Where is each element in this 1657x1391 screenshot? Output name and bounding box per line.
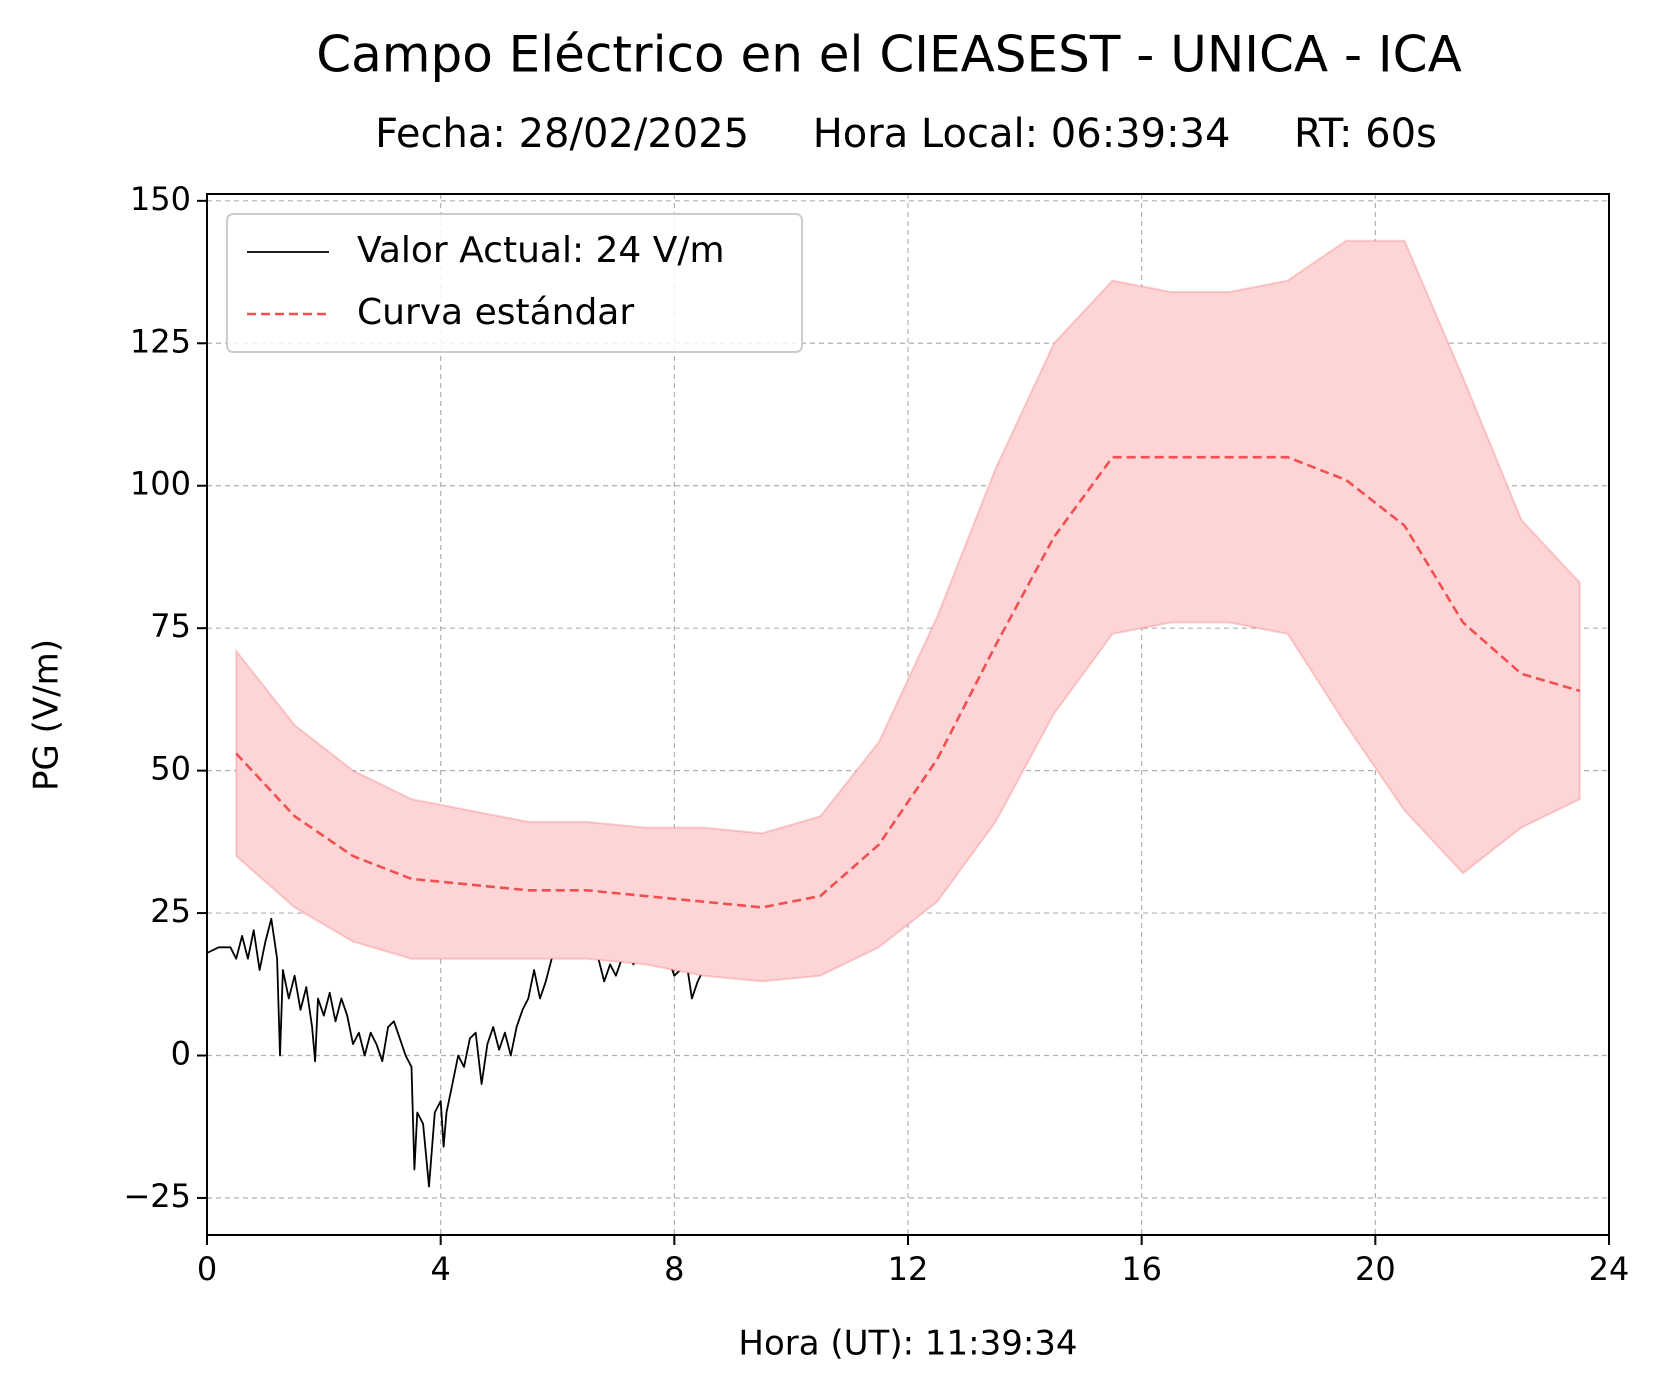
x-tick-label: 4 [430, 1250, 450, 1288]
x-tick-label: 12 [888, 1250, 929, 1288]
band [235, 239, 1581, 983]
y-tick-label: 0 [171, 1035, 191, 1073]
x-axis-label: Hora (UT): 11:39:34 [738, 1324, 1077, 1364]
y-tick-label: 25 [150, 892, 191, 930]
x-tick-label: 20 [1355, 1250, 1396, 1288]
y-tick-label: 100 [130, 465, 191, 503]
chart-subtitle: Fecha: 28/02/2025 Hora Local: 06:39:34 R… [375, 111, 1437, 157]
legend-box [226, 213, 803, 353]
y-tick-label: 125 [130, 322, 191, 360]
line [235, 455, 1581, 909]
x-tick-label: 0 [197, 1250, 217, 1288]
chart-title: Campo Eléctrico en el CIEASEST - UNICA -… [316, 26, 1462, 84]
x-tick-label: 8 [664, 1250, 684, 1288]
legend-label: Curva estándar [357, 292, 634, 333]
plot-frame [206, 193, 1610, 1236]
y-tick-label: −25 [123, 1177, 191, 1215]
y-tick-label: 150 [130, 180, 191, 218]
legend-label: Valor Actual: 24 V/m [357, 230, 725, 271]
y-axis-label: PG (V/m) [27, 639, 67, 791]
y-tick-label: 75 [150, 607, 191, 645]
x-tick-label: 16 [1121, 1250, 1162, 1288]
y-tick-label: 50 [150, 750, 191, 788]
x-tick-label: 24 [1589, 1250, 1630, 1288]
